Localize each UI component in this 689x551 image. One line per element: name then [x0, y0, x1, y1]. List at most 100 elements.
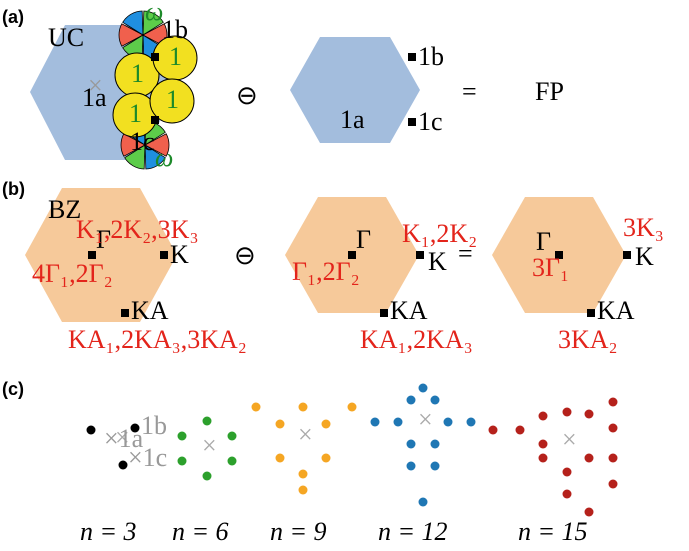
site	[408, 118, 416, 126]
dot	[275, 453, 285, 463]
irreps: KA₁,2KA₃	[360, 325, 473, 354]
dot	[418, 383, 428, 393]
irreps: 3K₃	[623, 213, 664, 242]
irreps: K₁,2K₂,3K₃	[76, 215, 199, 244]
site-label: 1b	[141, 411, 167, 440]
dot	[488, 425, 498, 435]
dot	[515, 425, 525, 435]
dot	[608, 479, 618, 489]
k-point	[555, 251, 563, 259]
n-label: n = 3	[80, 517, 137, 546]
center-cross: ×	[88, 71, 103, 100]
omega-label: ω	[145, 0, 163, 26]
center-cross: ×	[562, 425, 577, 454]
irreps: Γ₁,2Γ₂	[292, 257, 360, 286]
dot	[118, 460, 128, 470]
n-label: n = 9	[270, 517, 327, 546]
k-label: KA	[131, 296, 169, 325]
unit-cell	[290, 37, 420, 143]
dot	[418, 497, 428, 507]
petal	[122, 10, 144, 36]
irreps: 3Γ₁	[532, 253, 569, 282]
uc-label: UC	[48, 23, 84, 52]
petal	[144, 133, 170, 157]
panel-tag: (c)	[2, 379, 24, 399]
label: 1c	[143, 443, 168, 472]
orbital-label: 1	[131, 59, 144, 88]
k-label: K	[635, 242, 654, 271]
orbital-label: 1	[129, 99, 142, 128]
dot	[430, 395, 440, 405]
n-label: n = 12	[378, 517, 448, 546]
orbital-label: 1	[169, 42, 182, 71]
dot	[321, 419, 331, 429]
center-cross: ×	[202, 431, 217, 460]
dot	[608, 423, 618, 433]
dot	[298, 485, 308, 495]
panel-tag: (a)	[2, 7, 24, 27]
n-label: n = 6	[172, 517, 229, 546]
n-label: n = 15	[518, 517, 588, 546]
dot	[202, 471, 212, 481]
dot	[130, 423, 140, 433]
dot	[538, 439, 548, 449]
dot	[538, 411, 548, 421]
k-point	[623, 251, 631, 259]
dot	[584, 409, 594, 419]
dot	[562, 467, 572, 477]
dot	[430, 461, 440, 471]
site-label: 1a	[340, 105, 365, 134]
site-label: ×1a	[104, 424, 144, 453]
dot	[562, 489, 572, 499]
orbital-label: 1	[166, 85, 179, 114]
dot	[347, 402, 357, 412]
cross: ×	[104, 424, 119, 453]
k-point	[416, 251, 424, 259]
label: 1a	[119, 424, 144, 453]
dot	[86, 425, 96, 435]
dot	[584, 453, 594, 463]
site-label: 1b	[162, 15, 188, 44]
k-point	[380, 309, 388, 317]
center-cross: ×	[418, 405, 433, 434]
dot	[608, 453, 618, 463]
result: FP	[535, 77, 564, 106]
dot	[393, 417, 403, 427]
k-point	[160, 251, 168, 259]
dot	[177, 456, 187, 466]
k-point	[121, 309, 129, 317]
brillouin-zone	[25, 188, 177, 322]
k-label: KA	[390, 296, 428, 325]
irreps: 4Γ₁,2Γ₂	[32, 259, 113, 288]
panel-tag: (b)	[2, 179, 25, 199]
k-label: Γ	[356, 225, 371, 254]
petal	[142, 10, 164, 36]
dot	[251, 402, 261, 412]
site-label: 1b	[418, 42, 444, 71]
dot	[202, 416, 212, 426]
dot	[298, 402, 308, 412]
dot	[298, 469, 308, 479]
site-label: 1c	[130, 127, 155, 156]
dot	[584, 507, 594, 517]
site	[151, 53, 159, 61]
dot	[321, 453, 331, 463]
petal	[118, 23, 144, 47]
dot	[406, 439, 416, 449]
site	[151, 116, 159, 124]
dot	[406, 461, 416, 471]
operator: ⊖	[234, 241, 256, 270]
site-label: 1a	[82, 83, 107, 112]
petal	[144, 144, 166, 170]
bz-label: BZ	[48, 195, 81, 224]
dot	[227, 431, 237, 441]
center-cross: ×	[298, 420, 313, 449]
k-label: K	[428, 247, 447, 276]
dot	[370, 417, 380, 427]
dot	[406, 395, 416, 405]
k-label: K	[170, 240, 189, 269]
operator: =	[462, 77, 477, 106]
k-label: Γ	[536, 227, 551, 256]
site-label: ×1c	[128, 443, 167, 472]
